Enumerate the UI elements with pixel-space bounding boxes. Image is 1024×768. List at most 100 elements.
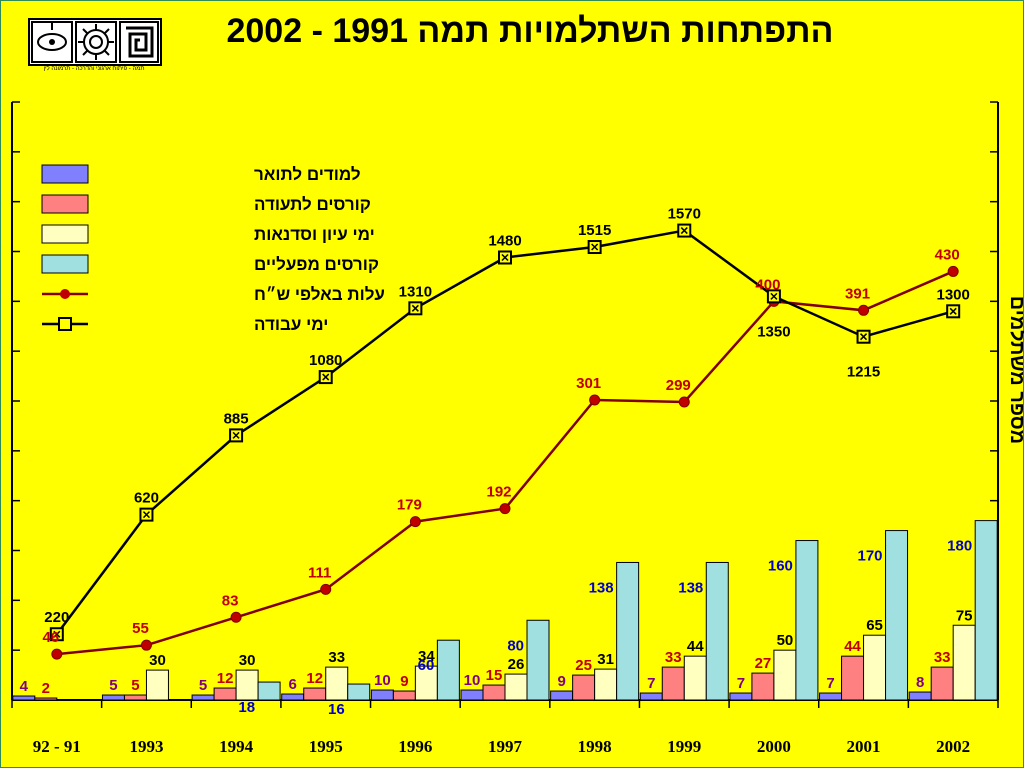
legend-swatch bbox=[41, 224, 89, 244]
bar bbox=[235, 669, 259, 701]
legend-label: קורסים לתעודה bbox=[254, 195, 371, 214]
cost-point bbox=[140, 639, 152, 651]
bar bbox=[616, 561, 640, 701]
bar-data-label: 30 bbox=[239, 652, 256, 669]
x-tick-label: 1997 bbox=[488, 737, 523, 756]
workdays-data-label: 1350 bbox=[757, 323, 790, 340]
bar-data-label: 8 bbox=[916, 674, 924, 691]
workdays-point-cross bbox=[501, 253, 509, 262]
legend-swatch bbox=[41, 164, 89, 184]
workdays-point-cross bbox=[860, 333, 868, 341]
x-tick-label: 1996 bbox=[398, 737, 432, 756]
bar bbox=[347, 683, 371, 701]
bar-data-label: 26 bbox=[508, 656, 525, 673]
bar bbox=[526, 619, 550, 701]
bar bbox=[594, 668, 618, 701]
cost-point bbox=[858, 304, 870, 316]
cost-data-label: 111 bbox=[308, 564, 331, 581]
company-logo: תמה - פיתוח ארגוני והדרכה - תרמונה לין bbox=[24, 14, 164, 78]
cost-point bbox=[589, 394, 601, 406]
legend-label: קורסים מפעליים bbox=[254, 255, 379, 274]
bar-data-label: 138 bbox=[589, 579, 614, 596]
bar-data-label: 7 bbox=[647, 675, 655, 692]
cost-data-label: 299 bbox=[666, 377, 691, 394]
bar-data-label: 6 bbox=[289, 676, 297, 693]
cost-data-label: 192 bbox=[486, 484, 511, 501]
bar-data-label: 18 bbox=[238, 699, 255, 716]
bar bbox=[482, 684, 506, 701]
cost-point bbox=[499, 503, 511, 515]
bar-data-label: 16 bbox=[328, 701, 345, 718]
workdays-point-cross bbox=[232, 431, 240, 439]
workdays-point-cross bbox=[770, 292, 778, 300]
workdays-point-cross bbox=[591, 243, 599, 251]
bar-data-label: 33 bbox=[934, 649, 951, 666]
x-tick-label: 2000 bbox=[757, 737, 791, 756]
cost-point bbox=[51, 648, 63, 660]
x-tick-label: 1993 bbox=[129, 737, 163, 756]
bar bbox=[392, 690, 416, 701]
bar bbox=[257, 681, 281, 701]
bar-data-label: 15 bbox=[486, 667, 503, 684]
legend-label: עלות באלפי ש״ח bbox=[254, 285, 385, 304]
cost-data-label: 301 bbox=[576, 375, 601, 392]
bar-data-label: 7 bbox=[737, 675, 745, 692]
workdays-data-label: 1300 bbox=[936, 286, 969, 303]
legend-label: ימי עיון וסדנאות bbox=[254, 225, 375, 244]
workdays-data-label: 620 bbox=[134, 490, 159, 507]
logo-caption: תמה - פיתוח ארגוני והדרכה - תרמונה לין bbox=[43, 66, 145, 72]
lines bbox=[49, 223, 961, 660]
bar bbox=[751, 672, 775, 701]
legend-label: ימי עבודה bbox=[254, 315, 328, 334]
bar-data-label: 138 bbox=[678, 579, 703, 596]
bar-data-label: 34 bbox=[418, 648, 435, 665]
cost-data-label: 83 bbox=[222, 592, 239, 609]
bar-data-label: 170 bbox=[858, 548, 883, 565]
bar bbox=[819, 692, 843, 701]
bar-data-label: 12 bbox=[306, 670, 323, 687]
plot-area bbox=[12, 102, 998, 700]
bar bbox=[191, 694, 215, 701]
legend-swatch bbox=[41, 194, 89, 214]
chart-title: התפתחות השתלמויות תמה 1991 - 2002 bbox=[226, 12, 834, 50]
legend-label: למודים לתואר bbox=[254, 165, 361, 184]
bar bbox=[213, 687, 237, 701]
bar-data-label: 25 bbox=[575, 657, 592, 674]
bar bbox=[952, 624, 976, 701]
bar-data-label: 5 bbox=[199, 677, 207, 694]
bar bbox=[639, 692, 663, 701]
bar-data-label: 10 bbox=[374, 672, 391, 689]
workdays-data-label: 1480 bbox=[488, 232, 521, 249]
bar-data-label: 80 bbox=[507, 637, 524, 654]
bar-data-label: 27 bbox=[755, 655, 772, 672]
workdays-data-label: 1215 bbox=[847, 364, 880, 381]
bar bbox=[436, 639, 460, 701]
bar-data-label: 160 bbox=[768, 558, 793, 575]
bar-data-label: 44 bbox=[687, 638, 704, 655]
bar-data-label: 33 bbox=[665, 649, 682, 666]
legend-marker bbox=[58, 317, 72, 331]
cost-point bbox=[320, 583, 332, 595]
workdays-data-label: 220 bbox=[44, 609, 69, 626]
bar bbox=[303, 687, 327, 701]
bar bbox=[145, 669, 169, 701]
legend-marker bbox=[60, 289, 70, 299]
cost-data-label: 430 bbox=[935, 246, 960, 263]
bar-data-label: 30 bbox=[149, 652, 166, 669]
bar bbox=[683, 655, 707, 701]
bar bbox=[908, 691, 932, 701]
workdays-data-label: 1570 bbox=[668, 206, 701, 223]
bar bbox=[930, 666, 954, 701]
cost-data-label: 179 bbox=[397, 497, 422, 514]
cost-point bbox=[947, 265, 959, 277]
bar-data-label: 33 bbox=[328, 649, 345, 666]
bar-data-label: 180 bbox=[947, 538, 972, 555]
y-axis-label: מספר משתלמים bbox=[1006, 296, 1024, 444]
cost-data-label: 400 bbox=[755, 276, 780, 293]
bar bbox=[12, 695, 36, 701]
bar bbox=[705, 561, 729, 701]
bar bbox=[101, 694, 125, 701]
workdays-data-label: 885 bbox=[224, 410, 249, 427]
bar-data-label: 5 bbox=[109, 677, 117, 694]
